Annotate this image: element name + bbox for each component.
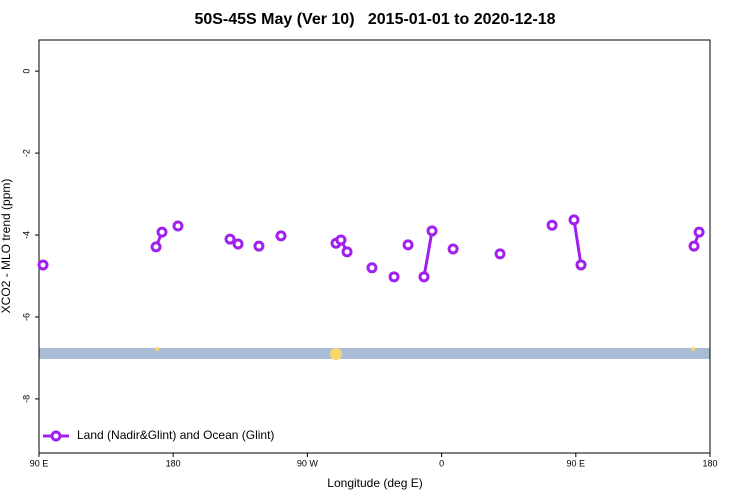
decor-dot (691, 347, 695, 351)
point (402, 239, 414, 251)
point (232, 238, 244, 250)
point (172, 220, 184, 232)
point (335, 234, 347, 246)
chart-title: 50S-45S May (Ver 10) 2015-01-01 to 2020-… (194, 11, 555, 28)
point (568, 214, 580, 226)
series-line (572, 219, 583, 266)
point (494, 248, 506, 260)
point (275, 230, 287, 242)
decor-dot (155, 347, 159, 351)
point (447, 243, 459, 255)
legend-label: Land (Nadir&Glint) and Ocean (Glint) (77, 428, 274, 442)
band (39, 348, 710, 359)
legend-marker (50, 430, 62, 442)
point (224, 233, 236, 245)
y-tick-label: 0 (21, 69, 31, 74)
point (418, 271, 430, 283)
point (37, 259, 49, 271)
point (546, 219, 558, 231)
point (253, 240, 265, 252)
x-tick-label: 180 (166, 458, 181, 468)
series-line (422, 230, 434, 278)
point (388, 271, 400, 283)
point (366, 262, 378, 274)
point (341, 246, 353, 258)
decor-dot (330, 348, 342, 360)
point (426, 225, 438, 237)
x-tick-label: 0 (439, 458, 444, 468)
point (693, 226, 705, 238)
y-tick-label: -4 (21, 231, 31, 239)
plot-frame (38, 39, 711, 454)
x-tick-label: 90 W (297, 458, 319, 468)
x-tick-label: 90 E (567, 458, 586, 468)
point (575, 259, 587, 271)
point (688, 240, 700, 252)
point (150, 241, 162, 253)
y-tick-label: -2 (21, 149, 31, 157)
x-tick-label: 180 (702, 458, 717, 468)
x-axis-label: Longitude (deg E) (327, 476, 422, 490)
y-axis-label: XCO2 - MLO trend (ppm) (0, 179, 13, 314)
point (156, 226, 168, 238)
x-tick-label: 90 E (30, 458, 49, 468)
y-tick-label: -8 (21, 395, 31, 403)
y-tick-label: -6 (21, 313, 31, 321)
